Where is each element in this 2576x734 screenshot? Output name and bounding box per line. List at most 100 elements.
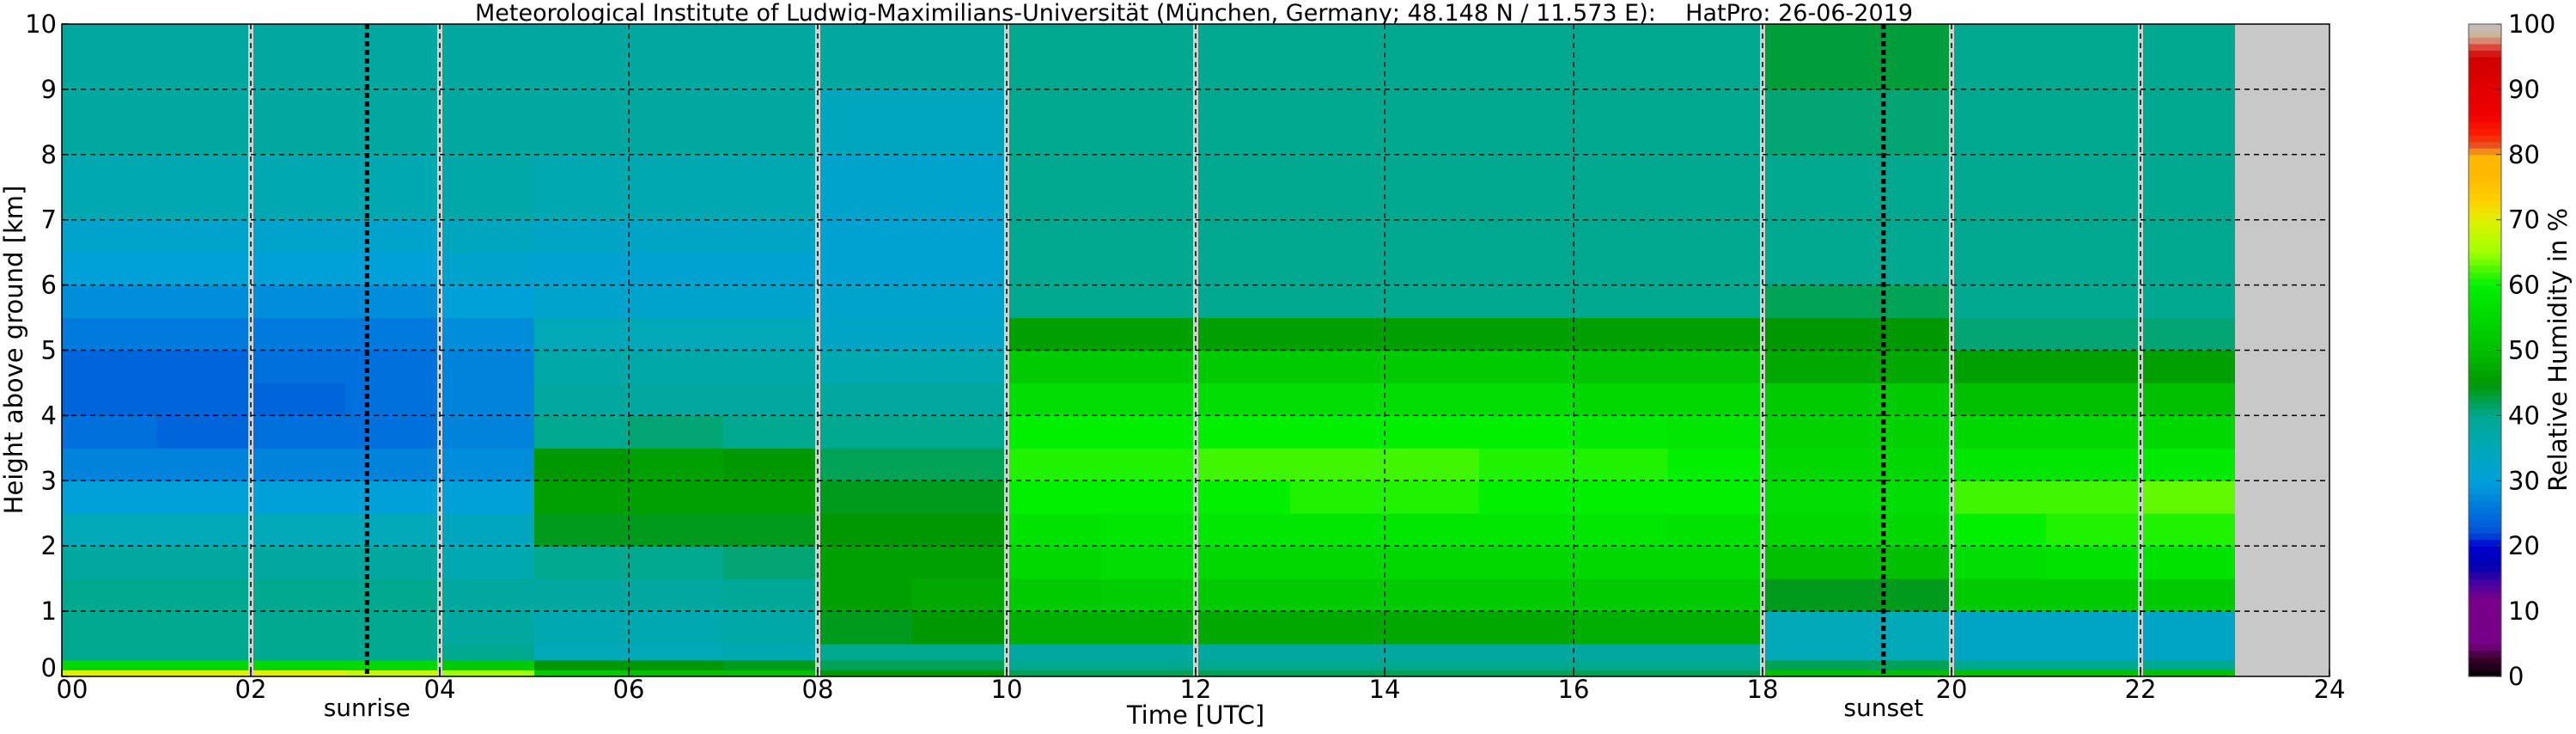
heatmap-cell [1574,24,1669,90]
heatmap-cell [818,448,913,481]
heatmap-cell [629,89,724,156]
heatmap-cell [534,578,630,612]
heatmap-cell [1290,480,1385,514]
heatmap-cell [440,24,535,90]
heatmap-cell [1952,611,2047,645]
colorbar-segment [2469,363,2501,370]
heatmap-cell [629,284,724,319]
heatmap-cell [1857,89,1952,156]
heatmap-cell [534,219,630,254]
heatmap-cell [1952,350,2047,383]
heatmap-cell [1952,219,2047,254]
heatmap-cell [1574,219,1669,254]
heatmap-cell [1101,317,1197,351]
colorbar-segment [2469,330,2501,338]
colorbar-segment [2469,461,2501,468]
y-axis-ticks: 0 1 2 3 4 5 6 7 8 9 10 [25,9,69,682]
heatmap-cell [1479,350,1574,383]
colorbar-segment [2469,650,2501,658]
heatmap-cell [912,480,1008,514]
chart-title: Meteorological Institute of Ludwig-Maxim… [475,0,1913,27]
heatmap-cell [723,382,819,416]
heatmap-cell [1101,611,1197,645]
heatmap-cell [1290,24,1385,90]
heatmap-cell [62,382,157,416]
heatmap-cell [1952,480,2047,514]
heatmap-cell [2141,382,2236,416]
heatmap-cell [62,154,157,221]
heatmap-cell [1007,317,1102,351]
heatmap-cell [912,644,1008,661]
colorbar-segment [2469,161,2501,168]
heatmap-cell [723,415,819,449]
heatmap-cell [251,219,346,254]
heatmap-cell [1196,382,1291,416]
heatmap-cell [1101,513,1197,547]
heatmap-cell [1385,480,1480,514]
heatmap-cell [912,317,1008,351]
y-tick-label: 10 [25,9,57,39]
heatmap-cell [912,513,1008,547]
colorbar-tick-label: 50 [2508,336,2540,365]
heatmap-cell [345,611,441,645]
heatmap-cell [1385,284,1480,319]
colorbar-label: Relative Humidity in % [2543,208,2573,492]
heatmap-cell [1668,154,1763,221]
heatmap-cell [1196,480,1291,514]
colorbar-segment [2469,76,2501,83]
y-tick-label: 9 [41,75,57,104]
heatmap-cell [1857,578,1952,612]
heatmap-cell [723,317,819,351]
heatmap-cell [723,644,819,661]
heatmap-cell [534,350,630,383]
heatmap-cell [1857,154,1952,221]
heatmap-cell [156,480,252,514]
colorbar-segment [2469,284,2501,292]
heatmap-cell [1479,219,1574,254]
heatmap-cell [534,546,630,579]
heatmap-cell [1668,382,1763,416]
colorbar-segment [2469,408,2501,416]
heatmap-cell [1290,154,1385,221]
heatmap-cell [1479,284,1574,319]
y-tick-label: 0 [41,653,57,682]
heatmap-cell [1857,670,1952,677]
heatmap-cell [440,513,535,547]
heatmap-cell [1290,284,1385,319]
colorbar-tick-label: 80 [2508,140,2540,169]
heatmap-cell [1574,252,1669,286]
heatmap-cell [1952,252,2047,286]
heatmap-cell [1574,513,1669,547]
heatmap-cell [723,480,819,514]
heatmap-cell [62,415,157,449]
colorbar-segment [2469,121,2501,130]
heatmap-cell [440,382,535,416]
colorbar-tick-label: 70 [2508,205,2540,235]
heatmap-cell [1857,219,1952,254]
heatmap-cell [1574,317,1669,351]
heatmap-cell [1290,350,1385,383]
heatmap-cell [1196,284,1291,319]
heatmap-cell [251,513,346,547]
heatmap-cell [156,284,252,319]
heatmap-cell [1668,284,1763,319]
colorbar-segment [2469,421,2501,430]
heatmap-cell [62,578,157,612]
heatmap-cell [156,24,252,90]
colorbar-segment [2469,480,2501,488]
heatmap-cell [62,448,157,481]
y-tick-label: 6 [41,271,57,300]
heatmap-cell [818,611,913,645]
heatmap-cell [818,415,913,449]
heatmap-cell [1857,660,1952,670]
heatmap-cell [1290,660,1385,670]
heatmap-cell [1763,448,1858,481]
heatmap-cell [156,219,252,254]
heatmap-cell [818,89,913,156]
colorbar-segment [2469,167,2501,175]
heatmap-cell [1007,660,1102,670]
heatmap-cell [1385,513,1480,547]
colorbar-tick-label: 0 [2508,662,2524,691]
heatmap-cell [251,611,346,645]
heatmap-cell [1007,219,1102,254]
